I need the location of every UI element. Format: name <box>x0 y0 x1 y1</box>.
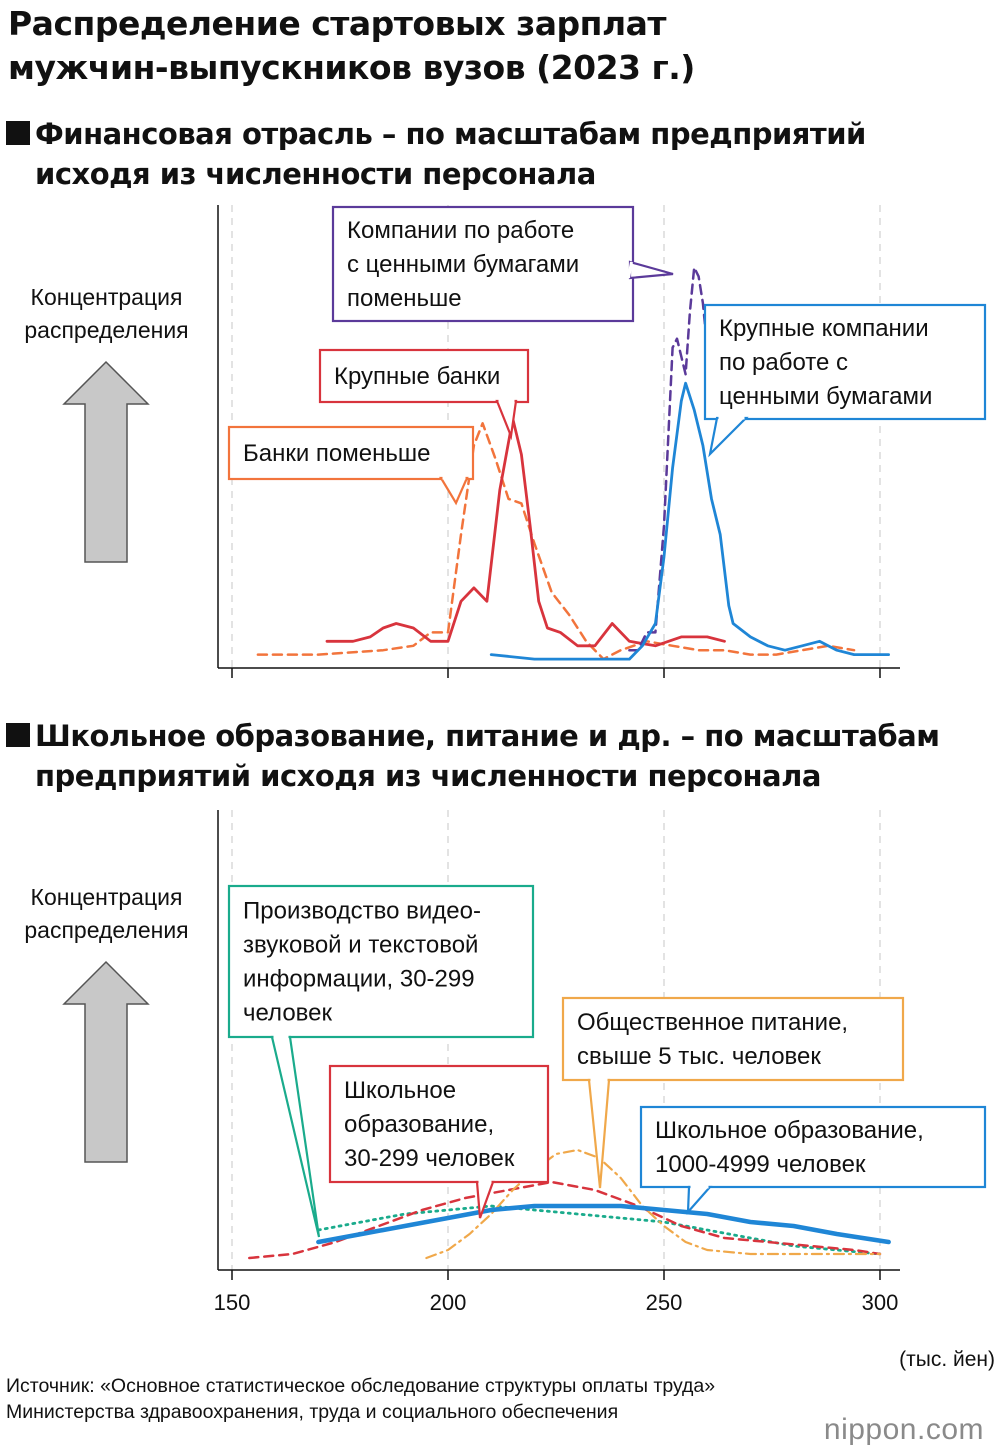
callout-box <box>227 425 475 481</box>
series-label: 30-299 человек <box>344 1145 515 1172</box>
callout-box <box>318 348 530 404</box>
series-label: Производство видео- <box>243 898 481 925</box>
series-callout: Школьное образование, 30-299 человек <box>328 1064 550 1219</box>
series-label: свыше 5 тыс. человек <box>577 1043 821 1070</box>
x-tick-label: 200 <box>430 1290 467 1315</box>
callout-box <box>561 996 905 1082</box>
title-line-2: мужчин-выпускников вузов (2023 г.) <box>8 48 695 87</box>
x-tick-label: 150 <box>214 1290 251 1315</box>
series-line <box>317 1204 882 1256</box>
series-label: Крупные банки <box>334 363 500 390</box>
series-label: Компании по работе <box>347 217 574 244</box>
series-label: 1000-4999 человек <box>655 1151 866 1178</box>
up-arrow-icon <box>62 960 150 1163</box>
education-title-line-1: Школьное образование, питание и др. – по… <box>35 719 940 753</box>
callout-pointer <box>686 1185 713 1216</box>
series-label: Банки поменьше <box>243 440 430 467</box>
nippon-logo: nippon.com <box>823 1413 984 1446</box>
finance-y-axis-label: Концентрация распределения <box>4 281 209 347</box>
series-label: человек <box>243 1000 333 1027</box>
series-line <box>248 1180 882 1260</box>
page-title: Распределение стартовых зарплат мужчин-в… <box>8 2 988 90</box>
x-tick-label: 300 <box>862 1290 899 1315</box>
source-note: Источник: «Основное статистическое обсле… <box>6 1375 716 1423</box>
y-axis-label-line-1: Концентрация <box>30 884 183 910</box>
series-label: Школьное образование, <box>655 1117 924 1144</box>
y-axis-label-line-2: распределения <box>24 317 189 343</box>
x-axis-unit: (тыс. йен) <box>899 1348 995 1371</box>
callout-pointer <box>439 476 469 506</box>
callout-box <box>703 303 987 421</box>
callout-pointer <box>708 416 749 458</box>
square-bullet-icon <box>6 723 30 747</box>
callout-box <box>331 205 635 323</box>
series-callout: Производство видео-звуковой и текстовой и… <box>227 884 535 1238</box>
series-line <box>325 417 726 648</box>
square-bullet-icon <box>6 121 30 145</box>
series-label: образование, <box>344 1111 494 1138</box>
series-line <box>489 381 890 661</box>
series-label: Общественное питание, <box>577 1009 848 1036</box>
callout-join <box>627 261 633 279</box>
callout-pointer <box>270 1035 321 1238</box>
education-section-title: Школьное образование, питание и др. – по… <box>6 716 996 796</box>
callout-pointer <box>587 1078 611 1189</box>
callout-box <box>639 1105 987 1189</box>
finance-title-line-1: Финансовая отрасль – по масштабам предпр… <box>35 117 866 151</box>
series-callout: Общественное питание, свыше 5 тыс. челове… <box>561 996 905 1189</box>
callout-box <box>227 884 535 1039</box>
series-line <box>628 266 709 652</box>
education-title-line-2: предприятий исходя из численности персон… <box>35 759 821 793</box>
callout-box <box>328 1064 550 1184</box>
series-callout: Крупные компании по работе с ценными бумаг… <box>703 303 987 458</box>
y-axis-label-line-2: распределения <box>24 917 189 943</box>
series-callout: Компании по работе с ценными бумагами поме… <box>331 205 674 323</box>
series-label: поменьше <box>347 285 462 312</box>
series-label: звуковой и текстовой <box>243 932 478 959</box>
up-arrow-icon <box>62 360 150 563</box>
callout-pointer <box>628 260 674 280</box>
series-line <box>256 422 856 661</box>
y-axis-label-line-1: Концентрация <box>30 284 183 310</box>
series-label: с ценными бумагами <box>347 251 579 278</box>
series-label: Школьное <box>344 1077 456 1104</box>
finance-title-line-2: исходя из численности персонала <box>35 157 596 191</box>
title-line-1: Распределение стартовых зарплат <box>8 4 667 43</box>
series-callout: Банки поменьше <box>227 425 475 506</box>
x-tick-label: 250 <box>646 1290 683 1315</box>
series-label: информации, 30-299 <box>243 966 475 993</box>
series-label: ценными бумагами <box>719 383 932 410</box>
series-label: по работе с <box>719 349 848 376</box>
series-line <box>425 1148 882 1260</box>
callout-pointer <box>495 399 518 441</box>
series-label: Крупные компании <box>719 315 929 342</box>
series-callout: Школьное образование, 1000-4999 человек <box>639 1105 987 1216</box>
series-line <box>316 1203 891 1245</box>
education-y-axis-label: Концентрация распределения <box>4 881 209 947</box>
finance-section-title: Финансовая отрасль – по масштабам предпр… <box>6 114 996 194</box>
series-callout: Крупные банки <box>318 348 530 441</box>
